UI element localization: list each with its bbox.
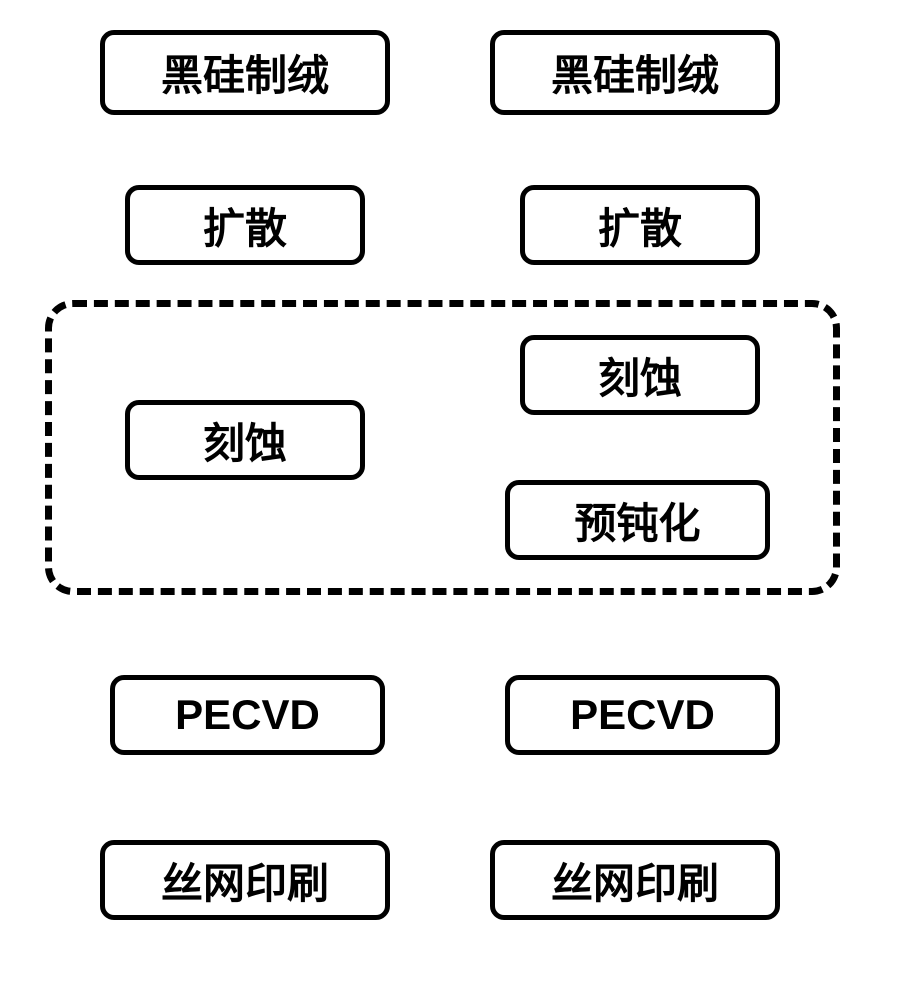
left-step-4-label: PECVD (175, 691, 320, 739)
left-step-2-box: 扩散 (125, 185, 365, 265)
right-step-5-label: 丝网印刷 (551, 850, 719, 911)
left-step-5-box: 丝网印刷 (100, 840, 390, 920)
left-step-3-box: 刻蚀 (125, 400, 365, 480)
left-step-4-box: PECVD (110, 675, 385, 755)
right-step-2-label: 扩散 (598, 195, 682, 256)
diagram-container: 黑硅制绒 扩散 刻蚀 PECVD 丝网印刷 黑硅制绒 扩散 刻蚀 预钝化 PEC… (0, 0, 906, 1000)
left-step-3-label: 刻蚀 (203, 410, 287, 471)
right-step-1-box: 黑硅制绒 (490, 30, 780, 115)
right-step-3b-box: 预钝化 (505, 480, 770, 560)
right-step-3b-label: 预钝化 (574, 490, 700, 551)
right-step-3a-label: 刻蚀 (598, 345, 682, 406)
right-step-5-box: 丝网印刷 (490, 840, 780, 920)
left-step-1-label: 黑硅制绒 (161, 42, 329, 103)
right-step-2-box: 扩散 (520, 185, 760, 265)
right-step-1-label: 黑硅制绒 (551, 42, 719, 103)
right-step-4-box: PECVD (505, 675, 780, 755)
right-step-4-label: PECVD (570, 691, 715, 739)
right-step-3a-box: 刻蚀 (520, 335, 760, 415)
left-step-1-box: 黑硅制绒 (100, 30, 390, 115)
left-step-2-label: 扩散 (203, 195, 287, 256)
left-step-5-label: 丝网印刷 (161, 850, 329, 911)
